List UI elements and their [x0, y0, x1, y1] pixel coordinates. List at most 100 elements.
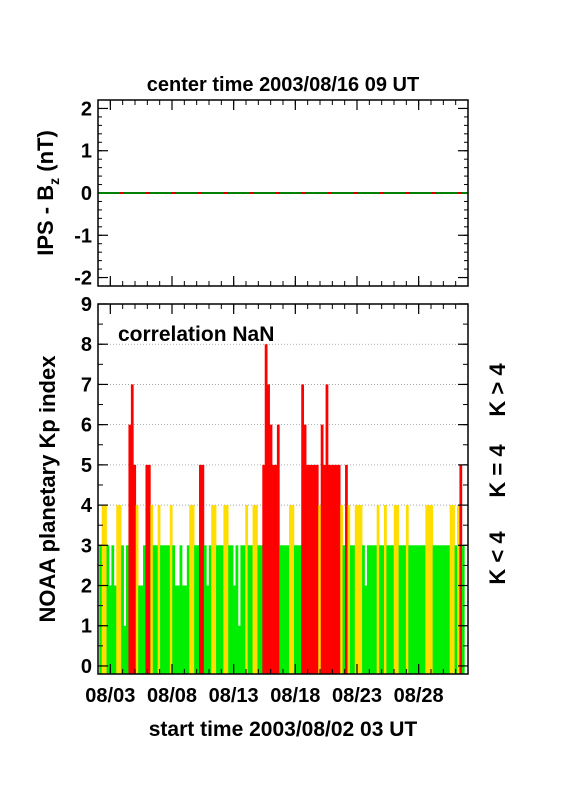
kp-bar	[255, 505, 258, 674]
kp-bar	[155, 545, 158, 674]
kp-bar	[444, 545, 448, 674]
kp-bar	[130, 384, 134, 674]
bottom-x-tick-label: 08/13	[209, 685, 259, 707]
kp-bar	[257, 545, 261, 674]
kp-bar	[357, 505, 360, 674]
kp-bar	[264, 344, 268, 674]
kp-bar	[313, 464, 317, 674]
kp-bar	[408, 545, 412, 674]
kp-bar	[422, 545, 426, 674]
bottom-x-tick-label: 08/18	[270, 685, 320, 707]
kp-bar	[286, 545, 290, 674]
kp-bar	[293, 545, 297, 674]
kp-bar	[152, 545, 156, 674]
kp-bar	[310, 464, 314, 674]
bottom-y-tick-label: 3	[81, 535, 92, 557]
kp-bars	[99, 344, 465, 674]
kp-bar	[354, 505, 358, 674]
kp-bar	[140, 585, 144, 674]
kp-bar	[298, 545, 302, 674]
bottom-y-tick-label: 2	[81, 576, 92, 598]
kp-bar	[427, 505, 431, 674]
kp-bar	[228, 545, 231, 674]
kp-bar	[150, 505, 154, 674]
kp-bar	[335, 464, 339, 674]
kp-bar	[218, 545, 222, 674]
kp-bar	[284, 545, 287, 674]
bottom-y-tick-label: 5	[81, 455, 92, 477]
kp-bar	[393, 505, 397, 674]
kp-bar	[208, 545, 212, 674]
kp-bar	[435, 545, 438, 674]
top-y-tick-label: -2	[74, 268, 92, 290]
kp-bar	[230, 545, 234, 674]
kp-bar	[369, 545, 373, 674]
kp-bar	[145, 464, 149, 674]
kp-bar	[174, 585, 178, 674]
kp-bar	[281, 545, 285, 674]
kp-bar	[381, 545, 385, 674]
kp-bar	[167, 545, 171, 674]
kp-bar	[164, 545, 168, 674]
kp-bar	[196, 545, 200, 674]
kp-bar	[240, 545, 244, 674]
bottom-y-tick-label: 4	[81, 495, 93, 517]
kp-bar	[128, 424, 132, 674]
kp-bar	[459, 464, 463, 674]
kp-bar	[111, 545, 115, 674]
kp-bar	[364, 585, 368, 674]
kp-bar	[276, 424, 280, 674]
kp-bar	[235, 545, 239, 674]
bottom-panel-annotation: correlation NaN	[118, 323, 274, 346]
kp-bar	[133, 464, 137, 674]
kp-bar	[262, 464, 266, 674]
kp-bar	[405, 505, 409, 674]
kp-bar	[223, 505, 227, 674]
kp-bar	[113, 585, 117, 674]
kp-bar	[320, 424, 324, 674]
kp-bar	[396, 505, 399, 674]
bottom-y-tick-label: 9	[81, 294, 92, 316]
kp-bar	[366, 545, 370, 674]
kp-bar	[332, 464, 336, 674]
kp-bar	[274, 464, 278, 674]
kp-bar	[457, 505, 460, 674]
kp-bar	[289, 505, 292, 674]
bottom-x-tick-labels: 08/03 08/08 08/13 08/18 08/23 08/28	[85, 685, 443, 707]
kp-bar	[328, 464, 331, 674]
kp-bar	[126, 545, 129, 674]
kp-bar	[186, 545, 190, 674]
kp-bar	[291, 505, 295, 674]
kp-bar	[398, 545, 402, 674]
kp-bar	[410, 545, 414, 674]
kp-bar	[269, 424, 273, 674]
kp-bar	[452, 505, 455, 674]
kp-bar	[359, 505, 363, 674]
kp-bar	[442, 545, 446, 674]
bottom-x-tick-label: 08/28	[394, 685, 444, 707]
kp-bar	[143, 545, 146, 674]
kp-bar	[349, 545, 353, 674]
kp-bar	[135, 505, 139, 674]
bottom-tick-marks	[97, 303, 469, 674]
kp-bar	[138, 585, 141, 674]
bottom-x-tick-label: 08/23	[332, 685, 382, 707]
legend-k-gt-4: K > 4	[485, 363, 510, 417]
kp-bar	[420, 545, 424, 674]
kp-bar	[425, 505, 429, 674]
kp-bar	[379, 545, 382, 674]
bottom-panel-frame	[97, 303, 469, 675]
kp-bar	[189, 505, 193, 674]
bottom-x-tick-label: 08/03	[85, 685, 135, 707]
top-y-tick-label: 2	[81, 98, 92, 120]
kp-bar	[206, 585, 210, 674]
kp-bar	[388, 545, 392, 674]
top-y-tick-label: 1	[81, 141, 92, 163]
kp-bar	[259, 545, 263, 674]
kp-bar	[403, 545, 407, 674]
bottom-gridlines	[98, 343, 468, 506]
legend-k-lt-4: K < 4	[485, 531, 510, 585]
kp-bar	[371, 545, 375, 674]
kp-bar	[108, 585, 112, 674]
